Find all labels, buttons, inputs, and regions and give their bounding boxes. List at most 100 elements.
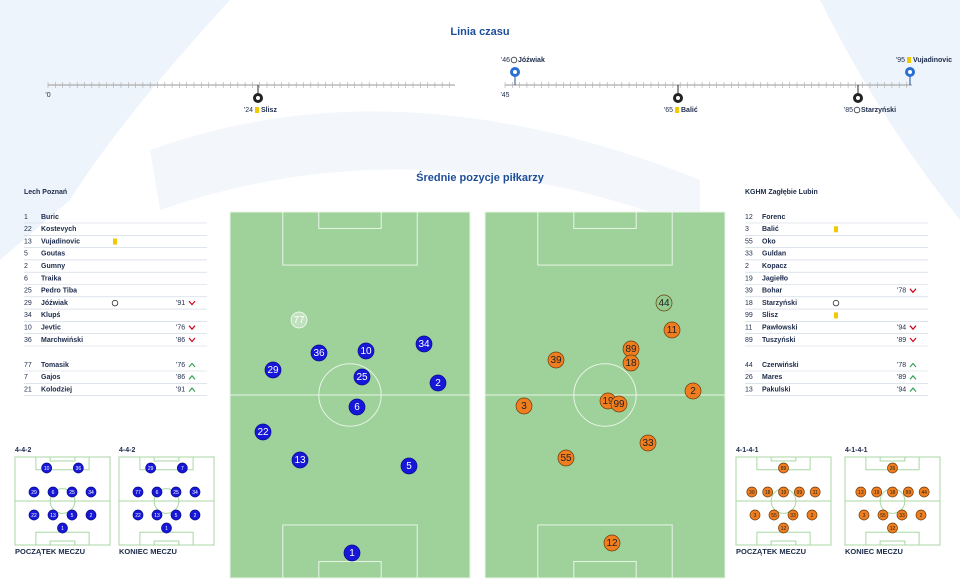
event-player: Vujadinovic [913, 57, 952, 64]
bg-swoosh [150, 111, 700, 230]
player-marker [85, 486, 97, 498]
goal-box [153, 540, 180, 546]
player-name: Mares [762, 374, 782, 381]
player-marker-number: 11 [667, 325, 678, 336]
player-marker [806, 509, 818, 521]
player-marker-number: 26 [890, 466, 896, 472]
player-name: Pakulski [762, 386, 790, 393]
goal-box [153, 456, 180, 462]
player-marker [547, 351, 565, 369]
event-minute: '85 [844, 107, 853, 114]
player-number: 25 [24, 288, 32, 295]
sub-minute: '89 [897, 337, 906, 344]
event-pin-dot [856, 96, 860, 100]
sub-minute: '78 [897, 362, 906, 369]
player-marker-number: 1 [349, 548, 355, 559]
player-marker [663, 321, 681, 339]
sub-in-arrow [909, 362, 917, 368]
bg-swoosh [0, 0, 230, 260]
player-marker-number: 22 [31, 513, 37, 519]
player-marker-number: 3 [754, 513, 757, 519]
player-marker [778, 462, 789, 474]
player-name: Marchwiński [41, 337, 83, 344]
event-minute: '24 [244, 107, 253, 114]
player-name: Traika [41, 275, 61, 282]
sub-minute: '91 [176, 386, 185, 393]
player-marker [610, 395, 628, 413]
player-marker [161, 522, 172, 534]
player-marker-number: 13 [294, 455, 306, 466]
player-marker [47, 486, 59, 498]
goal-icon [111, 299, 119, 307]
player-marker-number: 77 [135, 490, 141, 496]
formation-caption: POCZĄTEK MECZU [15, 547, 85, 556]
event-minute: '65 [664, 107, 673, 114]
team-name: KGHM Zagłębie Lubin [745, 189, 818, 196]
player-name: Jagiełło [762, 275, 788, 282]
player-marker [66, 509, 78, 521]
player-marker [778, 522, 789, 534]
player-number: 55 [745, 238, 753, 245]
goal-box [49, 456, 76, 462]
player-name: Starzyński [762, 300, 797, 307]
player-marker [291, 451, 309, 469]
player-marker-number: 25 [356, 372, 368, 383]
player-number: 6 [24, 275, 28, 282]
timeline-title: Linia czasu [450, 26, 509, 38]
player-marker-number: 33 [790, 513, 796, 519]
goal-box [49, 540, 76, 546]
player-marker-number: 99 [797, 490, 803, 496]
player-name: Gajos [41, 374, 61, 381]
player-marker-number: 3 [863, 513, 866, 519]
sub-minute: '86 [176, 374, 185, 381]
center-circle [49, 488, 76, 514]
player-marker-number: 2 [690, 386, 696, 397]
player-marker-number: 29 [267, 365, 279, 376]
timeline-start: '0 [45, 92, 50, 99]
player-marker [189, 509, 201, 521]
player-marker [353, 368, 371, 386]
player-name: Tuszyński [762, 337, 795, 344]
player-marker-number: 11 [813, 490, 818, 496]
player-marker [603, 534, 621, 552]
player-marker-number: 89 [625, 344, 637, 355]
player-marker [264, 361, 282, 379]
player-marker-number: 18 [625, 358, 637, 369]
yellow-card-icon [113, 238, 117, 245]
player-marker-number: 25 [69, 490, 75, 496]
player-marker-number: 39 [749, 490, 755, 496]
player-marker-number: 1 [165, 526, 168, 532]
player-marker [915, 509, 927, 521]
player-number: 22 [24, 226, 32, 233]
player-marker [515, 397, 533, 415]
player-marker [871, 486, 883, 498]
player-marker-number: 19 [874, 490, 880, 496]
goal-box [879, 540, 906, 546]
player-marker-number: 7 [181, 466, 184, 472]
player-name: Kolodziej [41, 386, 72, 393]
player-marker [762, 486, 774, 498]
player-number: 10 [24, 325, 32, 332]
player-marker-number: 33 [642, 438, 654, 449]
goal-box [770, 540, 797, 546]
player-marker-number: 5 [175, 513, 178, 519]
formation-label: 4-1-4-1 [845, 447, 868, 454]
player-marker-number: 55 [771, 513, 777, 519]
player-marker-number: 12 [606, 538, 618, 549]
player-marker-number: 89 [781, 466, 787, 472]
goal-icon [853, 106, 861, 114]
player-marker [170, 486, 182, 498]
player-marker [348, 398, 366, 416]
player-marker-number: 19 [602, 396, 614, 407]
center-circle [318, 363, 382, 427]
formation-label: 4-4-2 [15, 447, 31, 454]
player-marker-number: 6 [52, 490, 55, 496]
event-pin-dot [908, 70, 912, 74]
player-marker [655, 294, 673, 312]
sub-in-arrow [909, 387, 917, 392]
player-name: Gumny [41, 263, 65, 270]
player-marker [877, 509, 889, 521]
event-pin-dot [676, 96, 680, 100]
player-marker [858, 509, 870, 521]
